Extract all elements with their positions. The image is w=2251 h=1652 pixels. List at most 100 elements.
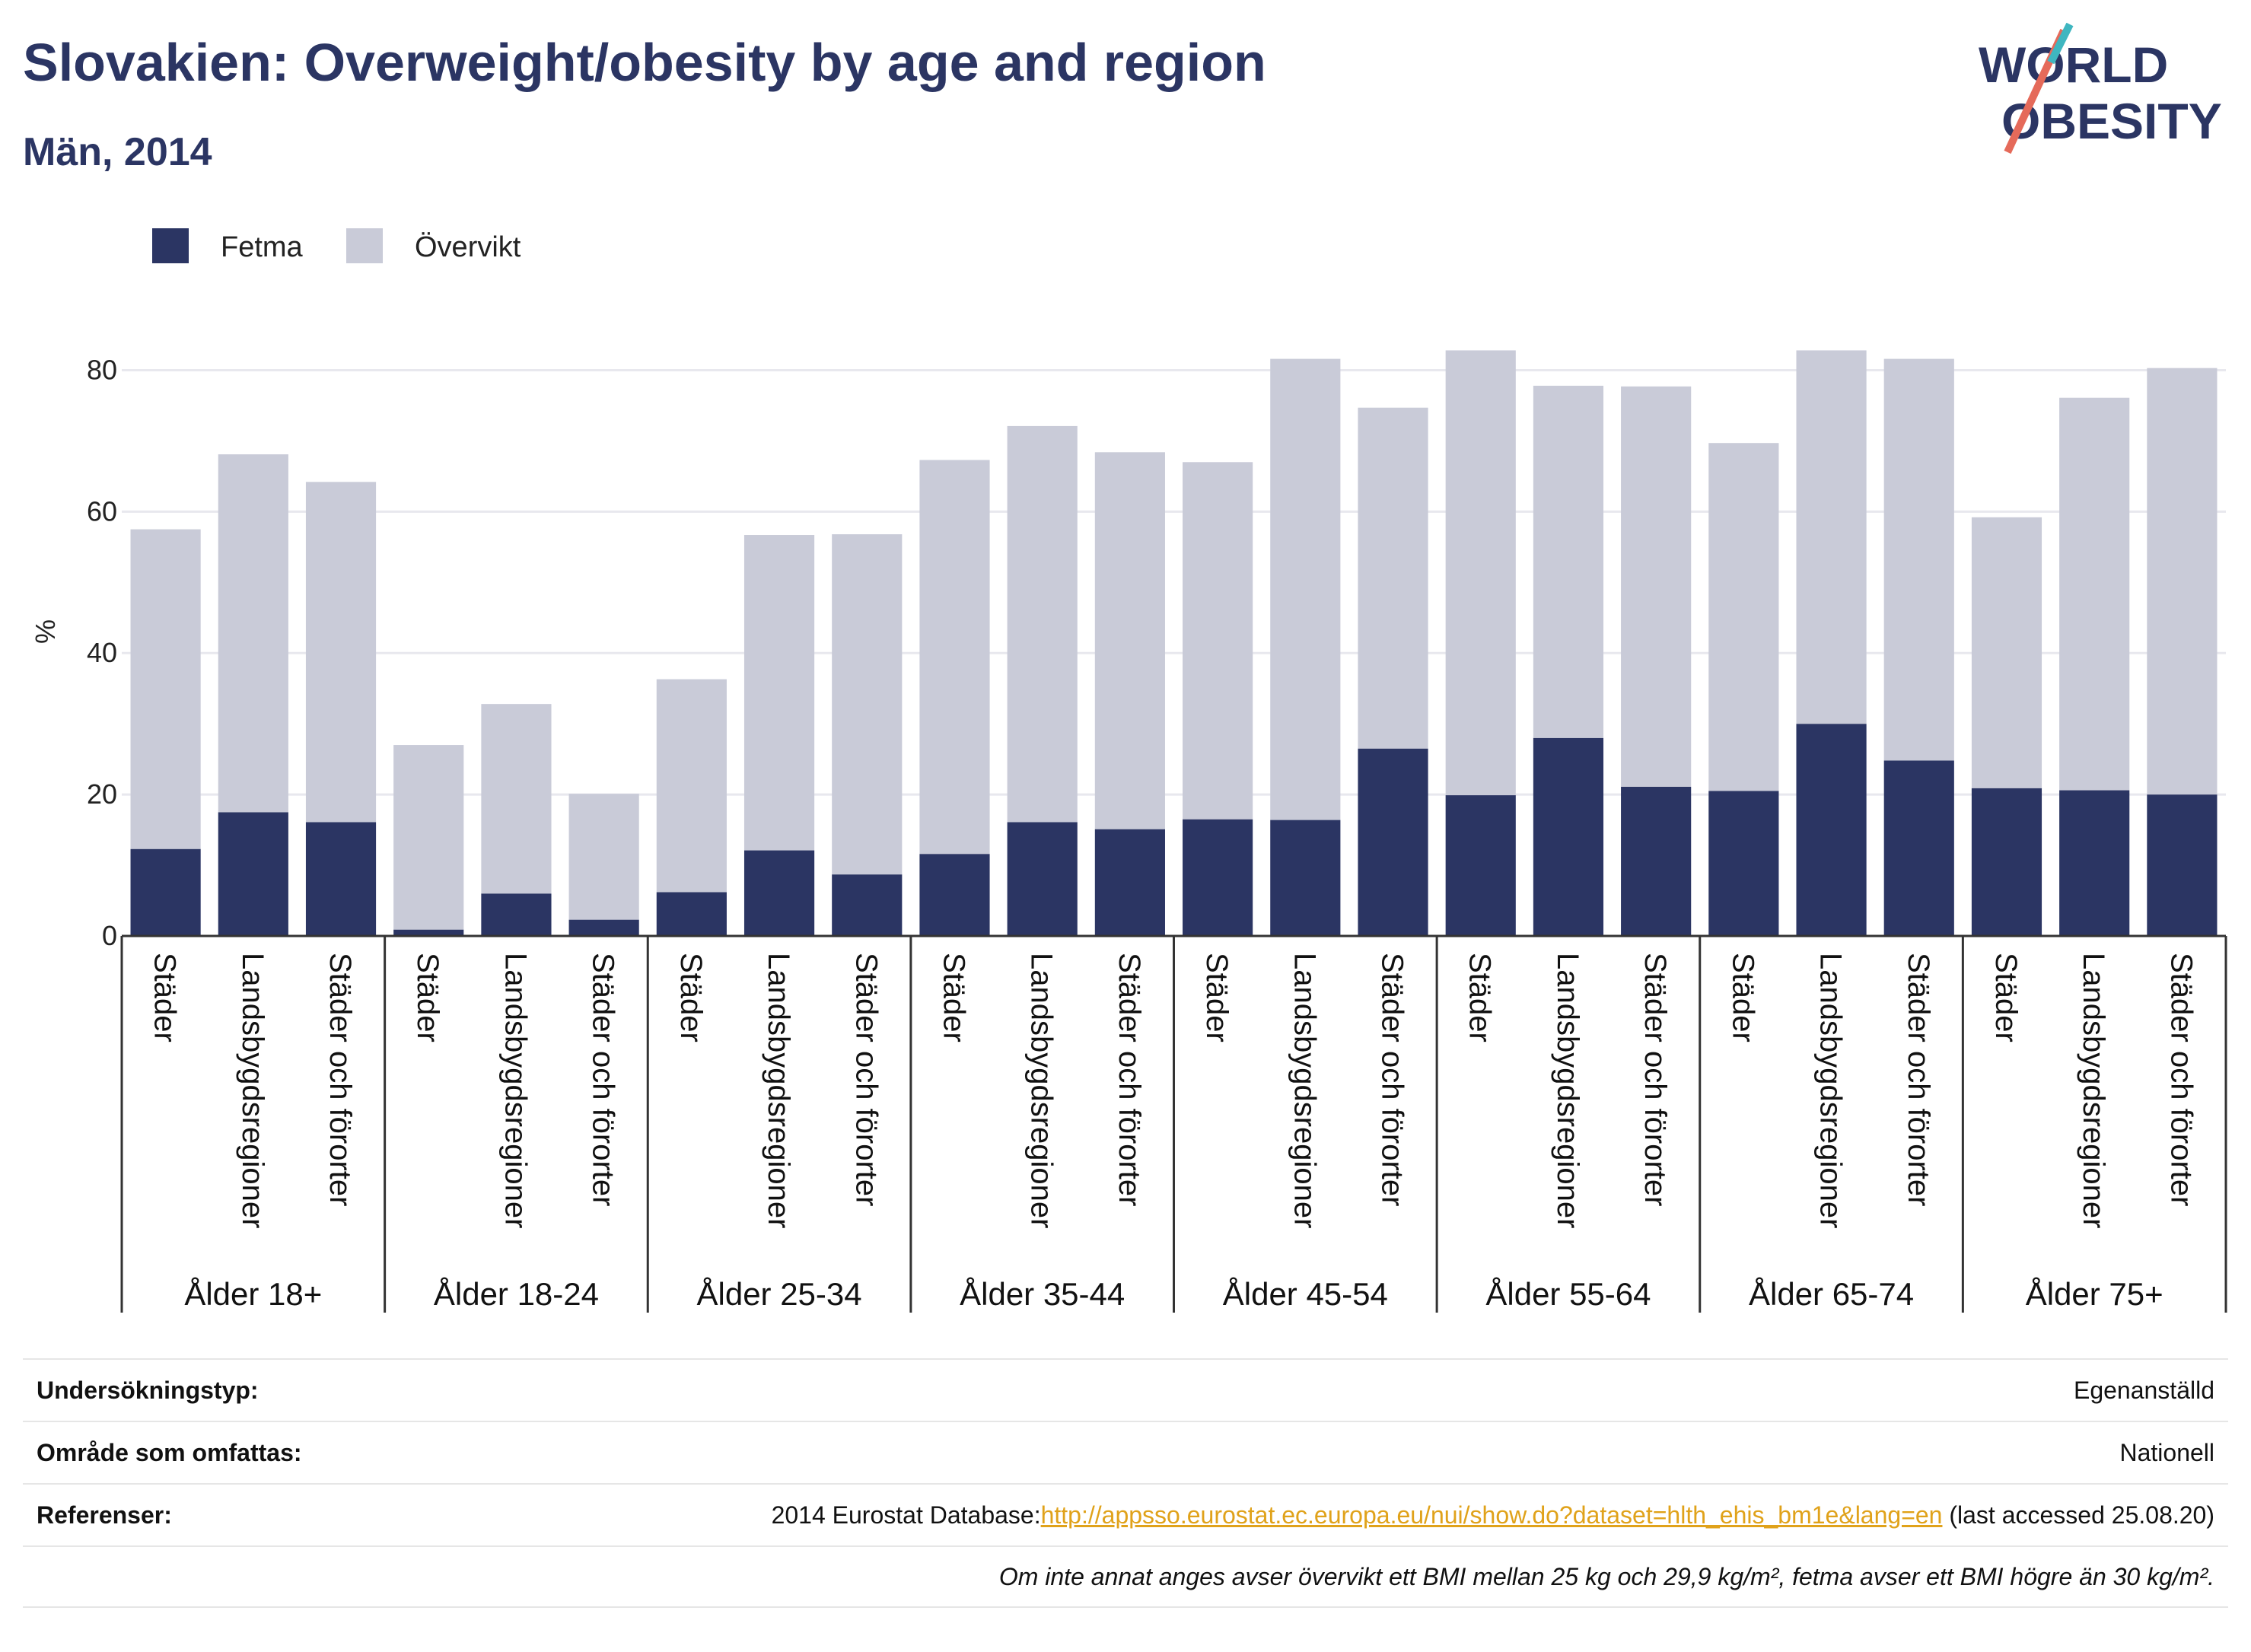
bar-overvikt	[1971, 517, 2042, 788]
references-suffix: (last accessed 25.08.20)	[1942, 1501, 2214, 1529]
bar-overvikt	[832, 534, 903, 875]
y-tick-label: 0	[102, 920, 117, 951]
y-tick-label: 20	[87, 778, 117, 810]
area-value: Nationell	[2119, 1438, 2214, 1466]
x-group-label: Ålder 65-74	[1749, 1276, 1914, 1312]
stacked-bar-chart: Fetma Övervikt 0 20 40 60 80% Städer Landsbygdsr…	[30, 228, 2227, 1313]
bar-fetma	[1971, 788, 2042, 936]
chart-title: Slovakien: Overweight/obesity by age and…	[23, 33, 1266, 92]
y-axis-label: %	[30, 619, 61, 644]
bar-overvikt	[1094, 452, 1165, 829]
bar-overvikt	[1883, 358, 1954, 761]
bar-fetma	[2059, 790, 2130, 936]
x-group-label: Ålder 25-34	[696, 1276, 861, 1312]
x-group-label: Ålder 35-44	[960, 1276, 1125, 1312]
bar-overvikt	[1621, 386, 1692, 787]
references-value: 2014 Eurostat Database:http://appsso.eur…	[772, 1501, 2214, 1529]
x-category-label: Landsbygdsregioner	[1551, 953, 1584, 1228]
metadata-table: Undersökningstyp: Egenanställd Område so…	[23, 1358, 2228, 1608]
bar-fetma	[832, 874, 903, 936]
legend-swatch-fetma	[152, 228, 189, 263]
note-row: Om inte annat anges avser övervikt ett B…	[23, 1545, 2228, 1608]
x-category-label: Städer	[1726, 953, 1759, 1042]
x-category-label: Städer	[937, 953, 970, 1042]
x-category-label: Landsbygdsregioner	[2077, 953, 2110, 1228]
x-category-label: Städer och förorter	[1376, 953, 1409, 1207]
y-tick-label: 40	[87, 637, 117, 668]
x-category-label: Städer	[148, 953, 182, 1042]
bar-overvikt	[1533, 385, 1604, 738]
bar-fetma	[1533, 737, 1604, 936]
bar-fetma	[2147, 794, 2218, 936]
bar-fetma	[743, 850, 815, 936]
bar-fetma	[1708, 791, 1779, 936]
bar-overvikt	[130, 529, 201, 849]
x-category-label: Landsbygdsregioner	[762, 953, 795, 1228]
x-category-label: Städer och förorter	[1902, 953, 1935, 1207]
logo-line1: WORLD	[1979, 37, 2168, 93]
bar-overvikt	[1270, 358, 1341, 820]
y-tick-label: 60	[87, 495, 117, 527]
bmi-note: Om inte annat anges avser övervikt ett B…	[998, 1562, 2214, 1590]
x-group-label: Ålder 45-54	[1223, 1276, 1388, 1312]
y-tick-label: 80	[87, 354, 117, 385]
bar-fetma	[393, 929, 464, 936]
bar-fetma	[568, 919, 639, 936]
x-category-label: Landsbygdsregioner	[498, 953, 532, 1228]
legend-label-overvikt: Övervikt	[415, 231, 521, 263]
x-category-label: Städer	[1200, 953, 1234, 1042]
bar-overvikt	[743, 535, 815, 851]
x-category-label: Landsbygdsregioner	[1288, 953, 1321, 1228]
bar-fetma	[656, 892, 727, 936]
bar-overvikt	[1183, 462, 1253, 820]
bar-fetma	[1270, 820, 1341, 936]
x-category-label: Städer	[1989, 953, 2023, 1042]
survey-label: Undersökningstyp:	[37, 1376, 259, 1404]
references-prefix: 2014 Eurostat Database:	[771, 1501, 1041, 1529]
bar-overvikt	[919, 460, 990, 855]
x-group-label: Ålder 75+	[2026, 1276, 2163, 1312]
logo-slash-teal	[2047, 23, 2074, 65]
bar-overvikt	[2059, 397, 2130, 791]
references-link[interactable]: http://appsso.eurostat.ec.europa.eu/nui/…	[1040, 1501, 1943, 1529]
bar-fetma	[1007, 822, 1078, 936]
bar-overvikt	[1445, 350, 1516, 796]
bar-fetma	[1796, 724, 1867, 936]
area-label: Område som omfattas:	[37, 1438, 302, 1466]
x-category-label: Städer	[411, 953, 444, 1042]
bar-overvikt	[1007, 425, 1078, 823]
bar-fetma	[1621, 786, 1692, 936]
x-category-label: Städer och förorter	[1638, 953, 1672, 1207]
x-category-label: Städer och förorter	[323, 953, 357, 1207]
bar-overvikt	[481, 704, 552, 894]
bar-fetma	[1883, 760, 1954, 936]
x-category-label: Landsbygdsregioner	[236, 953, 269, 1228]
world-obesity-logo: WORLD OBESITY	[1979, 23, 2222, 154]
x-category-label: Städer	[674, 953, 708, 1042]
bar-overvikt	[305, 482, 377, 823]
bar-overvikt	[568, 794, 639, 920]
bar-fetma	[1183, 819, 1253, 936]
x-category-label: Städer och förorter	[849, 953, 883, 1207]
logo-line2: OBESITY	[2001, 93, 2222, 149]
bar-overvikt	[218, 454, 288, 813]
bar-fetma	[130, 848, 201, 936]
chart-subtitle: Män, 2014	[23, 130, 212, 174]
x-category-label: Landsbygdsregioner	[1025, 953, 1059, 1228]
bar-overvikt	[2147, 368, 2218, 795]
survey-value: Egenanställd	[2073, 1376, 2214, 1404]
references-label: Referenser:	[37, 1501, 172, 1529]
bar-overvikt	[656, 679, 727, 893]
bar-fetma	[1358, 748, 1428, 936]
x-group-label: Ålder 18+	[184, 1276, 322, 1312]
x-group-label: Ålder 18-24	[434, 1276, 599, 1312]
legend-swatch-overvikt	[346, 228, 383, 263]
x-category-label: Städer och förorter	[1113, 953, 1146, 1207]
bar-fetma	[1094, 829, 1165, 936]
x-category-label: Landsbygdsregioner	[1814, 953, 1848, 1228]
survey-row: Undersökningstyp: Egenanställd	[23, 1358, 2228, 1421]
bar-fetma	[305, 822, 377, 936]
bar-overvikt	[393, 745, 464, 930]
x-category-label: Städer	[1463, 953, 1497, 1042]
references-row: Referenser: 2014 Eurostat Database:http:…	[23, 1483, 2228, 1545]
